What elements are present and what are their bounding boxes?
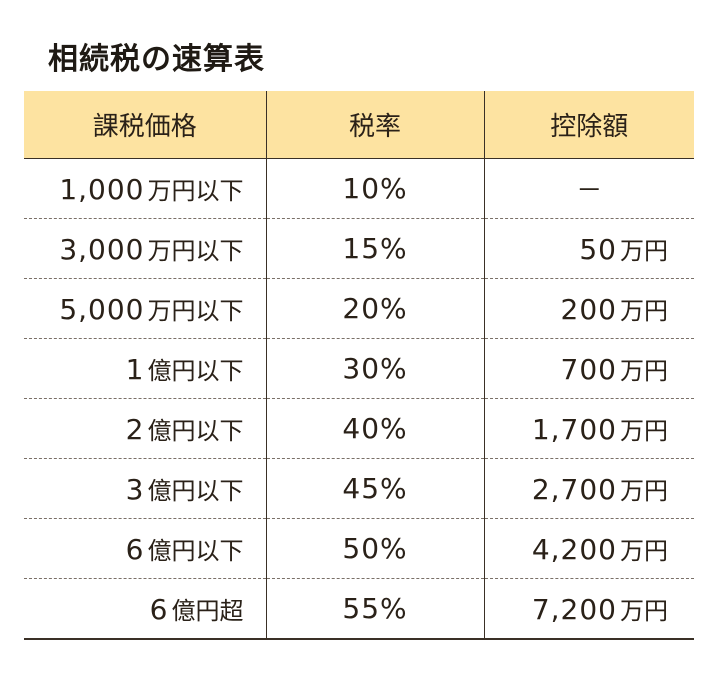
deduction-number: 4,200	[531, 533, 617, 566]
deduction-unit: 万円	[620, 297, 668, 325]
tax-rate-table: 課税価格 税率 控除額 1,000 万円以下 10% － 3,000 万円以下 15…	[24, 91, 694, 640]
cell-deduction: 700 万円	[483, 338, 694, 399]
cell-taxable-price: 3 億円以下	[24, 458, 266, 519]
price-unit: 万円以下	[147, 237, 244, 265]
cell-tax-rate: 45%	[265, 458, 484, 519]
table-row: 5,000 万円以下 20% 200 万円	[24, 278, 694, 339]
deduction-number: 50	[579, 233, 617, 266]
cell-taxable-price: 6 億円超	[24, 578, 266, 640]
cell-deduction: 1,700 万円	[483, 398, 694, 459]
price-unit: 億円以下	[147, 477, 244, 505]
deduction-number: 1,700	[531, 413, 617, 446]
cell-deduction: 2,700 万円	[483, 458, 694, 519]
table-row: 1 億円以下 30% 700 万円	[24, 338, 694, 399]
header-deduction: 控除額	[483, 91, 694, 159]
table-row: 3,000 万円以下 15% 50 万円	[24, 218, 694, 279]
cell-deduction: 200 万円	[483, 278, 694, 339]
cell-deduction: 50 万円	[483, 218, 694, 279]
deduction-unit: 万円	[620, 357, 668, 385]
deduction-number: 200	[560, 293, 617, 326]
deduction-unit: 万円	[620, 597, 668, 625]
price-number: 3,000	[59, 233, 145, 266]
deduction-unit: 万円	[620, 237, 668, 265]
cell-deduction: －	[483, 158, 694, 219]
price-unit: 億円超	[171, 597, 244, 625]
cell-tax-rate: 15%	[265, 218, 484, 279]
price-number: 6	[149, 593, 169, 626]
cell-tax-rate: 20%	[265, 278, 484, 339]
table-row: 6 億円超 55% 7,200 万円	[24, 578, 694, 640]
cell-deduction: 4,200 万円	[483, 518, 694, 579]
header-taxable-price: 課税価格	[24, 91, 266, 159]
table-row: 2 億円以下 40% 1,700 万円	[24, 398, 694, 459]
page-title: 相続税の速算表	[48, 42, 265, 77]
cell-taxable-price: 3,000 万円以下	[24, 218, 266, 279]
price-number: 6	[125, 533, 145, 566]
deduction-none-dash: －	[576, 176, 603, 206]
deduction-unit: 万円	[620, 417, 668, 445]
price-number: 3	[125, 473, 145, 506]
cell-taxable-price: 2 億円以下	[24, 398, 266, 459]
price-unit: 万円以下	[147, 177, 244, 205]
price-number: 1	[125, 353, 145, 386]
price-unit: 億円以下	[147, 417, 244, 445]
cell-tax-rate: 50%	[265, 518, 484, 579]
cell-tax-rate: 40%	[265, 398, 484, 459]
deduction-unit: 万円	[620, 477, 668, 505]
cell-taxable-price: 1 億円以下	[24, 338, 266, 399]
deduction-number: 700	[560, 353, 617, 386]
price-unit: 億円以下	[147, 357, 244, 385]
table-header-row: 課税価格 税率 控除額	[24, 91, 694, 159]
price-number: 1,000	[59, 173, 145, 206]
header-tax-rate: 税率	[265, 91, 484, 159]
cell-tax-rate: 30%	[265, 338, 484, 399]
cell-taxable-price: 1,000 万円以下	[24, 158, 266, 219]
deduction-number: 2,700	[531, 473, 617, 506]
price-number: 5,000	[59, 293, 145, 326]
deduction-number: 7,200	[531, 593, 617, 626]
table-row: 6 億円以下 50% 4,200 万円	[24, 518, 694, 579]
price-number: 2	[125, 413, 145, 446]
price-unit: 億円以下	[147, 537, 244, 565]
cell-taxable-price: 5,000 万円以下	[24, 278, 266, 339]
deduction-unit: 万円	[620, 537, 668, 565]
cell-tax-rate: 55%	[265, 578, 484, 640]
cell-deduction: 7,200 万円	[483, 578, 694, 640]
price-unit: 万円以下	[147, 297, 244, 325]
cell-tax-rate: 10%	[265, 158, 484, 219]
table-row: 1,000 万円以下 10% －	[24, 158, 694, 219]
table-row: 3 億円以下 45% 2,700 万円	[24, 458, 694, 519]
cell-taxable-price: 6 億円以下	[24, 518, 266, 579]
